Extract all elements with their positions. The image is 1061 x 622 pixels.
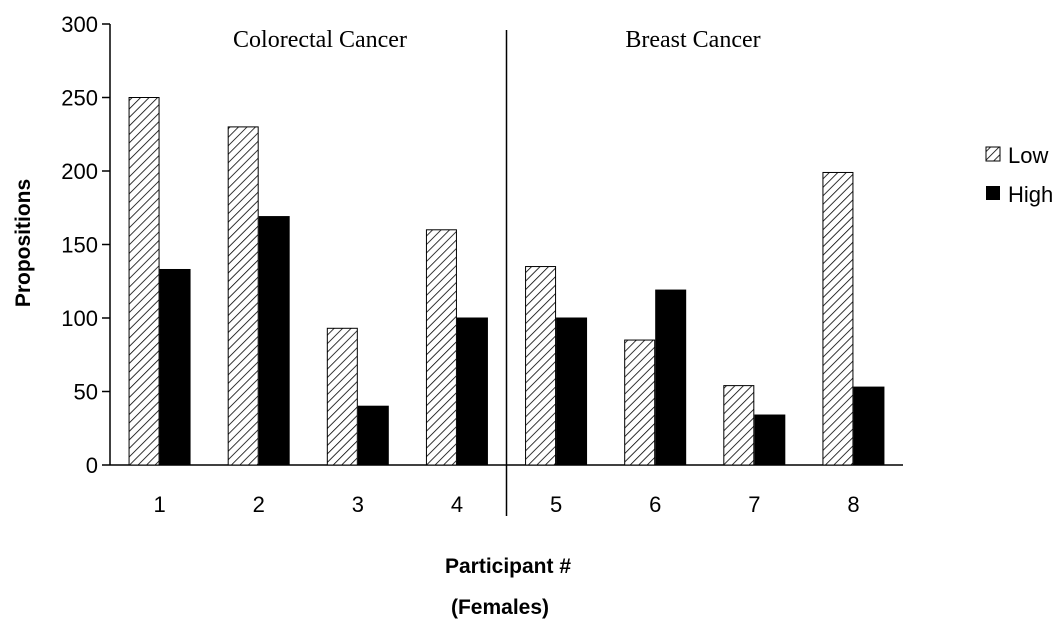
axes: 0 50 100 150 200 250 300 1 2 3 4 5 6 7 8: [61, 12, 903, 517]
legend-swatch-high: [986, 186, 1000, 200]
x-tick-label: 2: [253, 492, 265, 517]
legend-swatch-low: [985, 146, 1001, 162]
bar-low: [128, 97, 160, 466]
y-tick-label: 300: [61, 12, 98, 37]
bar-low: [227, 126, 259, 466]
bar-high: [159, 268, 191, 466]
bar-high: [556, 317, 588, 466]
x-tick-label: 5: [550, 492, 562, 517]
x-tick-label: 3: [352, 492, 364, 517]
y-tick-label: 250: [61, 86, 98, 111]
x-axis-title-line2: (Females): [451, 596, 549, 619]
x-axis-title-line1: Participant #: [445, 555, 571, 578]
bars: [128, 97, 885, 466]
y-axis-title: Propositions: [12, 179, 35, 307]
bar-low: [822, 171, 854, 466]
group-label-breast: Breast Cancer: [625, 27, 760, 53]
bar-low: [525, 266, 557, 466]
y-tick-label: 200: [61, 159, 98, 184]
bar-high: [456, 317, 488, 466]
bar-high: [357, 405, 389, 466]
bar-low: [425, 229, 457, 466]
x-tick-label: 1: [153, 492, 165, 517]
x-tick-label: 4: [451, 492, 463, 517]
legend-label-high: High: [1008, 182, 1053, 207]
legend-label-low: Low: [1008, 143, 1048, 168]
labels: Colorectal Cancer Breast Cancer Proposit…: [12, 27, 761, 619]
y-tick-label: 0: [86, 453, 98, 478]
bar-high: [754, 414, 786, 466]
x-tick-label: 7: [748, 492, 760, 517]
legend: Low High: [985, 143, 1053, 207]
group-label-colorectal: Colorectal Cancer: [233, 27, 407, 53]
bar-low: [624, 339, 656, 466]
y-tick-label: 50: [74, 380, 98, 405]
x-tick-label: 6: [649, 492, 661, 517]
bar-high: [258, 216, 290, 466]
bar-low: [326, 327, 358, 466]
y-tick-label: 150: [61, 233, 98, 258]
x-tick-label: 8: [847, 492, 859, 517]
bar-high: [853, 386, 885, 466]
y-tick-label: 100: [61, 306, 98, 331]
bar-low: [723, 385, 755, 466]
bar-high: [655, 289, 687, 466]
